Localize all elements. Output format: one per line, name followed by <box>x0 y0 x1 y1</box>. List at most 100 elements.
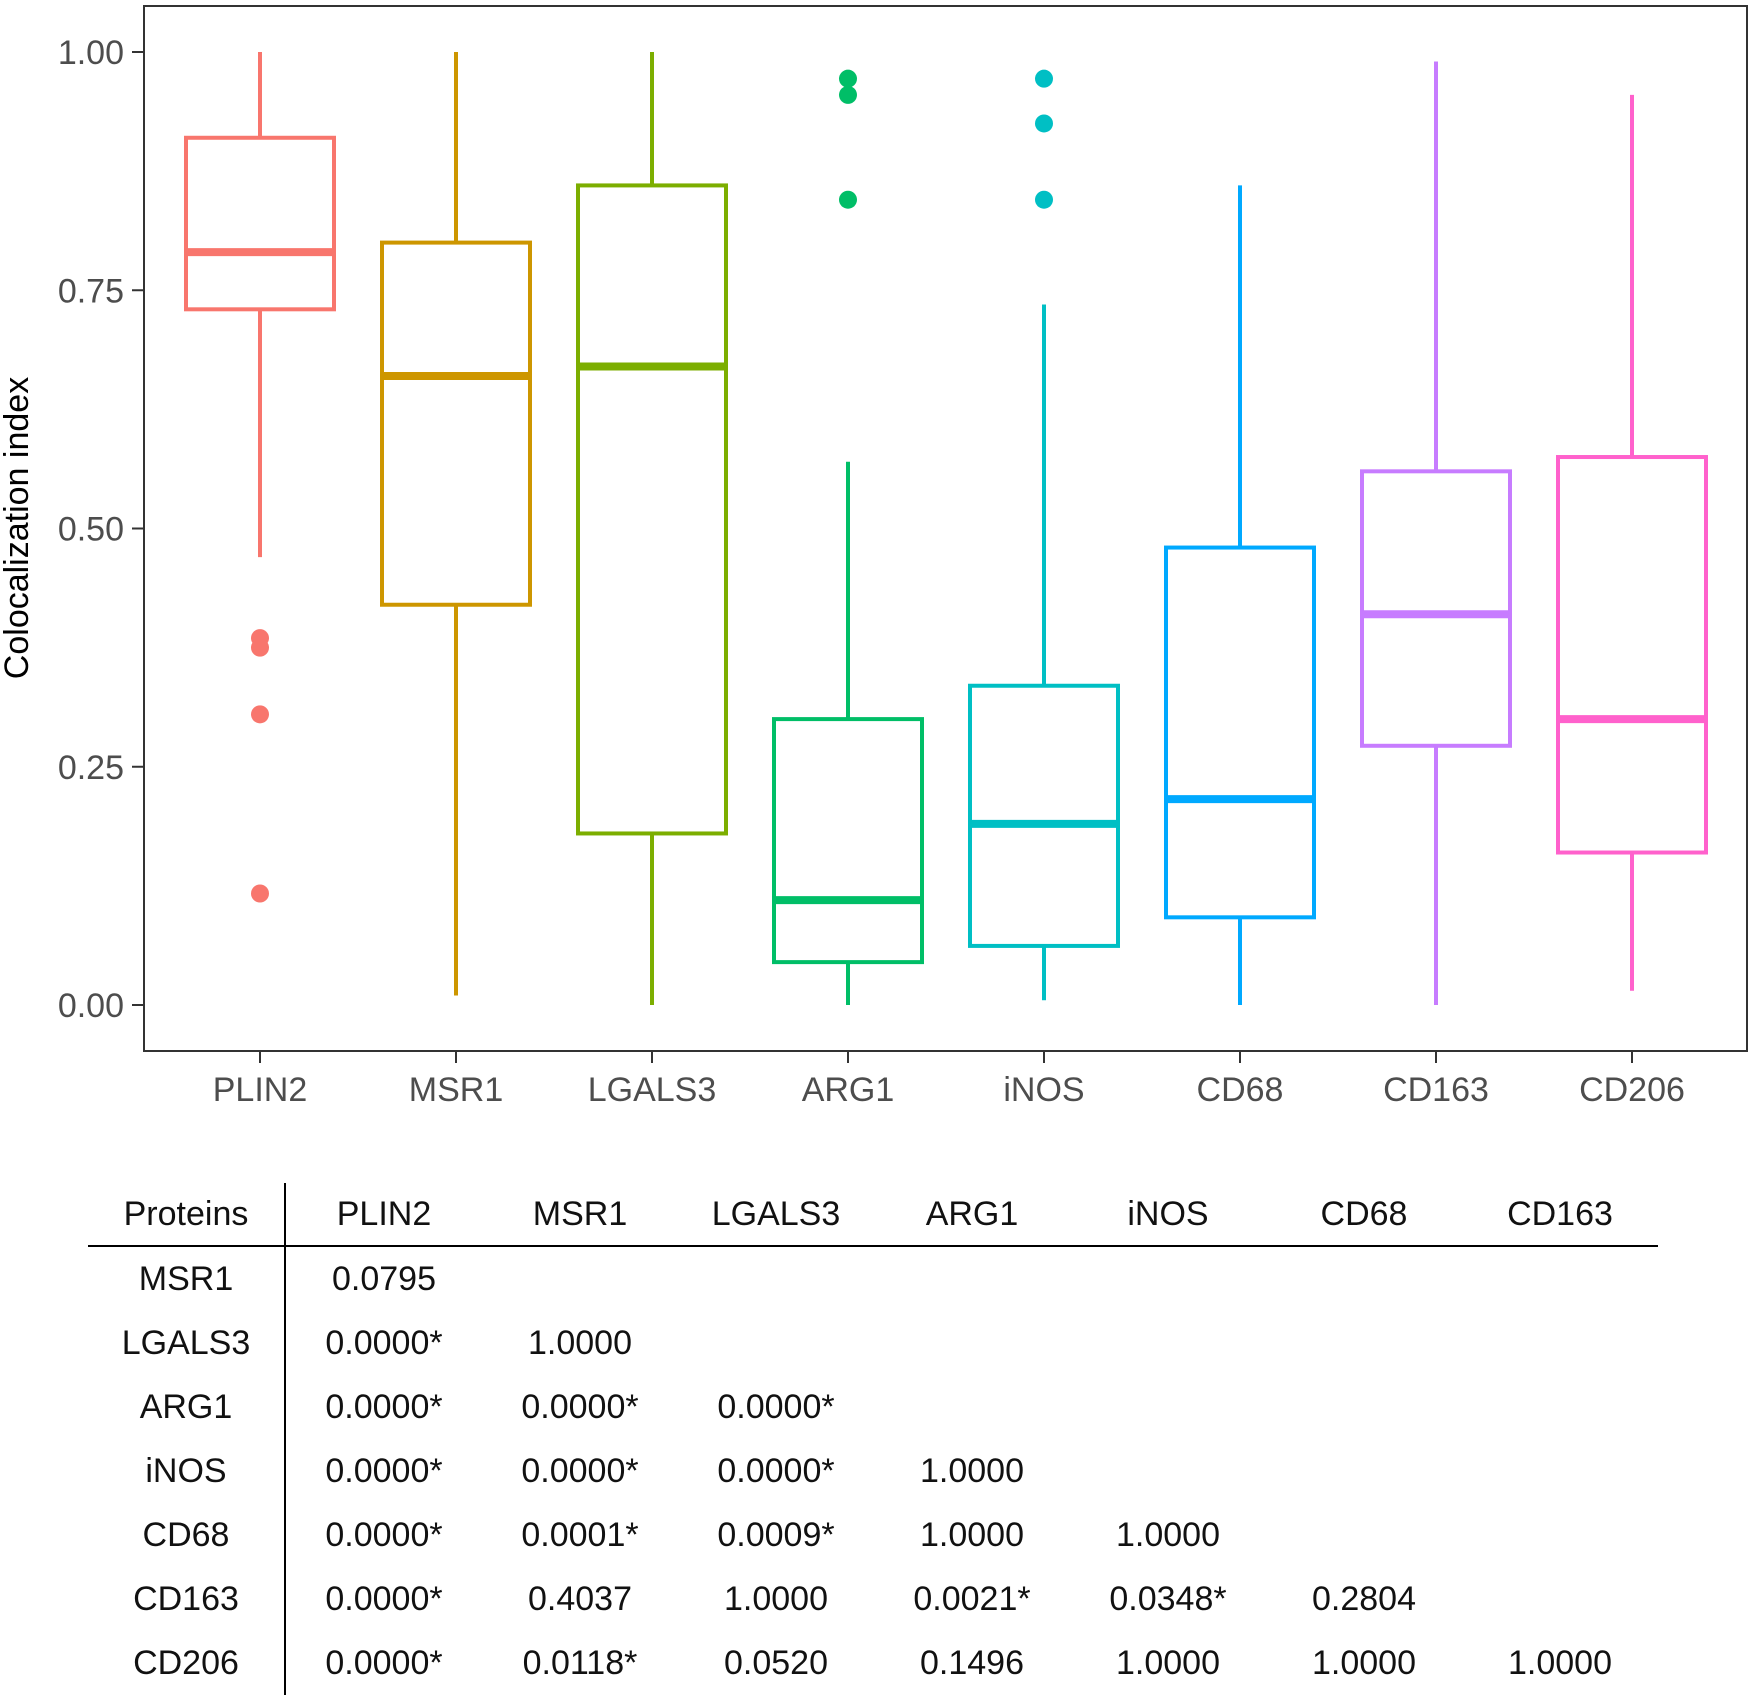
table-cell: 1.0000 <box>1508 1643 1612 1682</box>
table-cell: 0.0795 <box>332 1259 436 1298</box>
table-cell: 0.1496 <box>920 1643 1024 1682</box>
table-row: iNOS 0.0000* 0.0000* 0.0000* 1.0000 <box>88 1439 1658 1503</box>
x-tick-label: CD163 <box>1383 1071 1489 1109</box>
x-axis: PLIN2 MSR1 LGALS3 ARG1 iNOS CD68 CD163 CD206 <box>213 1051 1685 1109</box>
x-tick-label: iNOS <box>1003 1071 1084 1109</box>
x-tick-label: PLIN2 <box>213 1071 308 1109</box>
table-cell <box>874 1246 1070 1311</box>
table-column-header: CD68 <box>1266 1183 1462 1247</box>
table-row: MSR1 0.0795 <box>88 1246 1658 1311</box>
table-cell: 1.0000 <box>1312 1643 1416 1682</box>
outlier-point <box>839 190 857 209</box>
table-column-header: MSR1 <box>482 1183 678 1247</box>
table-cell: 0.2804 <box>1312 1579 1416 1618</box>
table-cell <box>1462 1503 1658 1567</box>
outlier-point <box>1035 69 1053 88</box>
box-inos <box>968 69 1120 1001</box>
table-cell <box>678 1311 874 1375</box>
outlier-point <box>839 69 857 88</box>
table-cell <box>678 1246 874 1311</box>
table-cell <box>874 1375 1070 1439</box>
outlier-point <box>839 85 857 104</box>
iqr-box <box>772 717 924 965</box>
table-cell: 0.0000* <box>325 1323 443 1362</box>
table-cell: 0.0520 <box>724 1643 828 1682</box>
y-axis-title: Colocalization index <box>0 377 36 679</box>
table-row: CD206 0.0000* 0.0118* 0.0520 0.1496 1.0000 1.0… <box>88 1631 1658 1695</box>
box-msr1 <box>380 52 532 996</box>
y-tick-label: 0.50 <box>58 511 124 549</box>
table-cell: 0.0000* <box>325 1515 443 1554</box>
table-cell <box>1462 1439 1658 1503</box>
box-arg1 <box>772 69 924 1005</box>
table-cell: 0.0000* <box>521 1451 639 1490</box>
iqr-box <box>380 240 532 607</box>
table-cell: 1.0000 <box>920 1451 1024 1490</box>
table-cell <box>1462 1246 1658 1311</box>
box-cd163 <box>1360 61 1512 1005</box>
y-tick-label: 1.00 <box>58 34 124 72</box>
table-row: CD68 0.0000* 0.0001* 0.0009* 1.0000 1.0000 <box>88 1503 1658 1567</box>
iqr-box <box>1164 545 1316 920</box>
table-row-label: CD163 <box>88 1567 286 1631</box>
table-cell: 0.0001* <box>521 1515 639 1554</box>
table-cell: 0.0000* <box>717 1451 835 1490</box>
table-header-row: Proteins PLIN2 MSR1 LGALS3 ARG1 iNOS CD68 CD16… <box>88 1183 1658 1247</box>
table-cell: 0.0000* <box>325 1387 443 1426</box>
table-cell <box>1266 1375 1462 1439</box>
table-cell: 0.0021* <box>913 1579 1031 1618</box>
iqr-box <box>968 683 1120 948</box>
box-cd68 <box>1164 185 1316 1005</box>
table-cell: 0.0000* <box>717 1387 835 1426</box>
table-cell <box>1266 1246 1462 1311</box>
table-cell: 1.0000 <box>920 1515 1024 1554</box>
table-cell: 0.4037 <box>528 1579 632 1618</box>
iqr-box <box>576 183 728 836</box>
table-column-header: iNOS <box>1070 1183 1266 1247</box>
x-tick-label: ARG1 <box>802 1071 895 1109</box>
iqr-box <box>1556 455 1708 855</box>
table-row-label: CD206 <box>88 1631 286 1695</box>
x-tick-label: MSR1 <box>409 1071 503 1109</box>
table-cell: 0.0000* <box>325 1643 443 1682</box>
table-cell: 0.0348* <box>1109 1579 1227 1618</box>
iqr-box <box>1360 469 1512 748</box>
table-cell: 0.0000* <box>325 1451 443 1490</box>
outlier-point <box>251 705 269 724</box>
box-series <box>184 52 1708 1005</box>
table-column-header: PLIN2 <box>285 1183 482 1247</box>
table-cell <box>1266 1311 1462 1375</box>
table-cell <box>1070 1439 1266 1503</box>
table-cell <box>1462 1311 1658 1375</box>
table-cell <box>874 1311 1070 1375</box>
x-tick-label: CD68 <box>1197 1071 1284 1109</box>
table-row-label: iNOS <box>88 1439 286 1503</box>
table-cell <box>1070 1375 1266 1439</box>
outlier-point <box>1035 190 1053 209</box>
table-cell: 1.0000 <box>1116 1515 1220 1554</box>
table-row-label: CD68 <box>88 1503 286 1567</box>
table-row-label: MSR1 <box>88 1246 286 1311</box>
table-cell <box>1266 1503 1462 1567</box>
table-cell: 0.0009* <box>717 1515 835 1554</box>
x-tick-label: CD206 <box>1579 1071 1685 1109</box>
table-cell: 0.0000* <box>325 1579 443 1618</box>
table-cell: 0.0118* <box>522 1643 638 1682</box>
y-axis: 0.00 0.25 0.50 0.75 1.00 <box>58 34 144 1025</box>
table-column-header: ARG1 <box>874 1183 1070 1247</box>
box-lgals3 <box>576 52 728 1005</box>
table-row-label: LGALS3 <box>88 1311 286 1375</box>
y-tick-label: 0.00 <box>58 987 124 1025</box>
y-tick-label: 0.25 <box>58 749 124 787</box>
table-row: CD163 0.0000* 0.4037 1.0000 0.0021* 0.0348* 0.… <box>88 1567 1658 1631</box>
table-row: ARG1 0.0000* 0.0000* 0.0000* <box>88 1375 1658 1439</box>
table-body: MSR1 0.0795 LGALS3 0.0000* 1.0000 ARG1 0.0000*… <box>88 1246 1658 1695</box>
table-column-header: LGALS3 <box>678 1183 874 1247</box>
table-row: LGALS3 0.0000* 1.0000 <box>88 1311 1658 1375</box>
box-plin2 <box>184 52 336 903</box>
table-cell <box>1266 1439 1462 1503</box>
table-cell: 0.0000* <box>521 1387 639 1426</box>
outlier-point <box>1035 114 1053 133</box>
table-cell <box>1070 1246 1266 1311</box>
outlier-point <box>251 884 269 903</box>
